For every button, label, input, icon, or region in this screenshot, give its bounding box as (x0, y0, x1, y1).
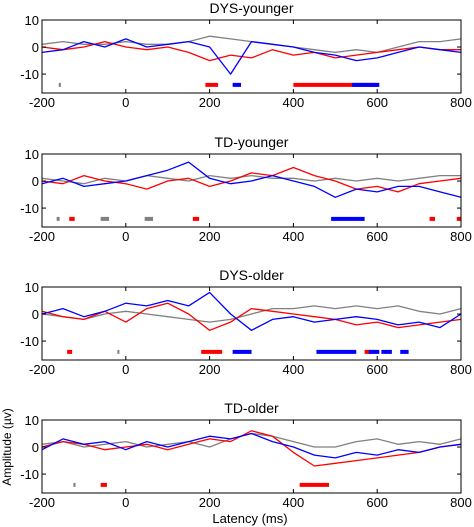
x-tick-label: 800 (450, 229, 472, 244)
x-tick-label: 200 (199, 229, 221, 244)
x-tick-label: 0 (122, 95, 129, 110)
significance-bar (456, 216, 461, 221)
series-line (41, 302, 462, 331)
significance-bar (201, 349, 223, 354)
significance-bar (69, 216, 75, 221)
series-line (41, 40, 461, 62)
x-tick-label: 800 (450, 95, 472, 110)
y-tick-label: 10 (25, 280, 39, 295)
significance-bar (100, 482, 107, 487)
significance-bar (205, 82, 218, 87)
significance-bar (368, 349, 380, 354)
panel-title: TD-older (224, 400, 279, 416)
x-axis-label: Latency (ms) (212, 511, 287, 526)
panel-title: DYS-older (219, 267, 284, 283)
x-tick-label: 400 (283, 95, 305, 110)
x-tick-label: 200 (199, 495, 221, 510)
significance-bar (192, 216, 200, 221)
significance-bar (67, 349, 73, 354)
series-line (41, 161, 462, 198)
x-tick-label: 200 (199, 362, 221, 377)
y-tick-label: -10 (20, 467, 39, 482)
significance-bar (299, 482, 330, 487)
y-tick-label: 10 (25, 147, 39, 162)
panel-title: TD-younger (215, 134, 289, 150)
series-line (41, 432, 462, 448)
y-tick-label: 10 (25, 13, 39, 28)
axes-frame (41, 419, 462, 494)
y-axis-label: Amplitude (µv) (0, 408, 14, 486)
x-tick-label: 400 (283, 229, 305, 244)
panel-2: TD-younger -200 0 200 400 600 800 10 0 -10 (20, 134, 472, 244)
panel-1: DYS-younger -200 0 200 400 600 800 10 0 -10 (20, 0, 472, 110)
x-tick-label: 800 (450, 495, 472, 510)
y-tick-label: 0 (32, 307, 39, 322)
series-line (41, 305, 462, 323)
x-tick-label: 0 (122, 229, 129, 244)
x-tick-label: 600 (366, 362, 388, 377)
significance-bar (293, 82, 378, 87)
axes-frame (41, 153, 462, 228)
significance-bar (400, 349, 409, 354)
significance-bar (429, 216, 436, 221)
x-tick-label: -200 (29, 95, 55, 110)
x-tick-label: -200 (29, 362, 55, 377)
y-tick-label: -10 (20, 334, 39, 349)
axes-frame (41, 286, 462, 361)
significance-bar (316, 349, 357, 354)
significance-bar (56, 216, 60, 221)
y-tick-label: -10 (20, 67, 39, 82)
panel-3: DYS-older -200 0 200 400 600 800 10 0 -10 (20, 267, 472, 377)
x-tick-label: 200 (199, 95, 221, 110)
significance-bar (144, 216, 154, 221)
y-tick-label: 0 (32, 40, 39, 55)
significance-bar (232, 349, 252, 354)
panel-4: TD-older -200 0 200 400 600 800 10 0 -10 (20, 400, 472, 510)
axes-frame (41, 19, 462, 94)
x-tick-label: -200 (29, 495, 55, 510)
x-tick-label: 400 (283, 362, 305, 377)
significance-bar (381, 349, 392, 354)
significance-bar (58, 82, 61, 87)
significance-bar (73, 482, 76, 487)
panel-title: DYS-younger (209, 0, 293, 16)
x-tick-label: 600 (366, 229, 388, 244)
y-tick-label: 10 (25, 413, 39, 428)
series-line (41, 432, 462, 459)
x-tick-label: 600 (366, 95, 388, 110)
significance-bar (331, 216, 365, 221)
x-tick-label: 800 (450, 362, 472, 377)
y-tick-label: 0 (32, 174, 39, 189)
x-tick-label: 600 (366, 495, 388, 510)
x-tick-label: 0 (122, 495, 129, 510)
significance-bar (352, 82, 380, 87)
series-line (41, 38, 462, 75)
x-tick-label: -200 (29, 229, 55, 244)
series-line (41, 174, 461, 185)
x-tick-label: 0 (122, 362, 129, 377)
series-line (41, 430, 462, 467)
y-tick-label: 0 (32, 440, 39, 455)
y-tick-label: -10 (20, 201, 39, 216)
series-line (41, 291, 462, 331)
significance-bar (117, 349, 120, 354)
significance-bar (232, 82, 242, 87)
x-tick-label: 400 (283, 495, 305, 510)
panels-group: DYS-younger-200 0 200 400 600 800100-10TD-you… (20, 0, 472, 510)
series-line (41, 166, 462, 193)
significance-bar (100, 216, 110, 221)
